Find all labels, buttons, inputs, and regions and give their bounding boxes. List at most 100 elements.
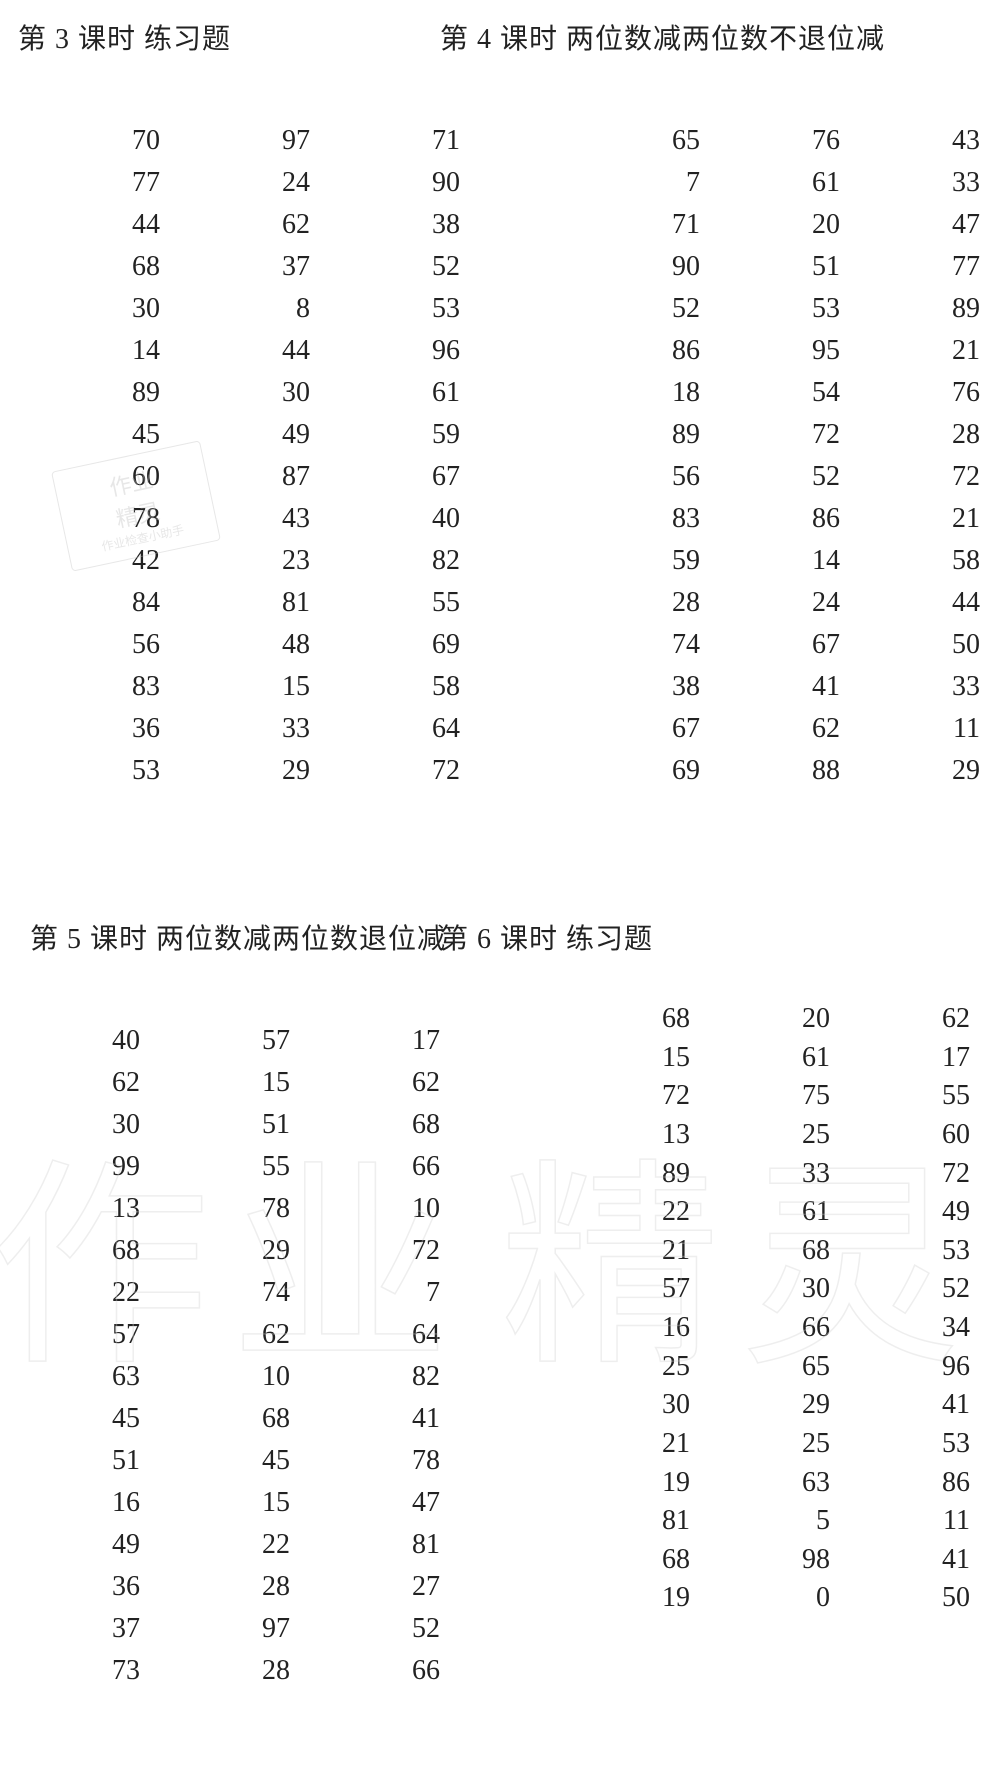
number-cell: 49: [880, 1193, 978, 1232]
number-cell: 68: [70, 246, 168, 288]
number-cell: 83: [610, 498, 708, 540]
number-cell: 82: [370, 540, 468, 582]
number-cell: 59: [610, 540, 708, 582]
number-cell: 68: [200, 1398, 298, 1440]
number-cell: 97: [200, 1608, 298, 1650]
number-cell: 20: [740, 1000, 838, 1039]
number-cell: 97: [220, 120, 318, 162]
number-cell: 72: [600, 1077, 698, 1116]
number-cell: 53: [750, 288, 848, 330]
number-cell: 21: [890, 330, 988, 372]
number-cell: 53: [880, 1425, 978, 1464]
number-cell: 29: [740, 1386, 838, 1425]
number-cell: 66: [350, 1650, 448, 1692]
number-cell: 78: [70, 498, 168, 540]
number-cell: 33: [890, 666, 988, 708]
number-cell: 21: [600, 1232, 698, 1271]
number-cell: 62: [50, 1062, 148, 1104]
number-cell: 19: [600, 1579, 698, 1618]
number-cell: 11: [890, 708, 988, 750]
number-cell: 44: [890, 582, 988, 624]
number-cell: 47: [350, 1482, 448, 1524]
number-cell: 77: [70, 162, 168, 204]
number-cell: 52: [880, 1270, 978, 1309]
number-cell: 24: [750, 582, 848, 624]
number-cell: 40: [370, 498, 468, 540]
number-cell: 41: [880, 1541, 978, 1580]
section-5-title: 第 5 课时 两位数减两位数退位减: [30, 920, 446, 959]
number-cell: 53: [880, 1232, 978, 1271]
section-6-title: 第 6 课时 练习题: [440, 920, 653, 959]
number-cell: 57: [600, 1270, 698, 1309]
number-cell: 17: [350, 1020, 448, 1062]
number-cell: 62: [220, 204, 318, 246]
number-cell: 56: [70, 624, 168, 666]
number-cell: 74: [610, 624, 708, 666]
number-cell: 43: [890, 120, 988, 162]
number-cell: 37: [50, 1608, 148, 1650]
number-cell: 71: [370, 120, 468, 162]
number-cell: 14: [750, 540, 848, 582]
number-cell: 62: [750, 708, 848, 750]
number-cell: 51: [50, 1440, 148, 1482]
number-cell: 34: [880, 1309, 978, 1348]
number-cell: 72: [350, 1230, 448, 1272]
number-cell: 67: [750, 624, 848, 666]
number-cell: 21: [600, 1425, 698, 1464]
number-cell: 15: [200, 1062, 298, 1104]
number-cell: 62: [880, 1000, 978, 1039]
number-cell: 53: [370, 288, 468, 330]
number-cell: 72: [370, 750, 468, 792]
number-cell: 25: [740, 1116, 838, 1155]
number-cell: 28: [200, 1566, 298, 1608]
number-cell: 72: [880, 1155, 978, 1194]
number-cell: 84: [70, 582, 168, 624]
number-cell: 73: [50, 1650, 148, 1692]
number-cell: 50: [880, 1579, 978, 1618]
section-3-title: 第 3 课时 练习题: [18, 20, 231, 59]
number-cell: 71: [610, 204, 708, 246]
number-cell: 33: [220, 708, 318, 750]
number-cell: 52: [750, 456, 848, 498]
number-cell: 30: [220, 372, 318, 414]
number-cell: 10: [350, 1188, 448, 1230]
number-cell: 90: [370, 162, 468, 204]
number-cell: 49: [220, 414, 318, 456]
number-cell: 19: [600, 1464, 698, 1503]
number-cell: 48: [220, 624, 318, 666]
number-cell: 74: [200, 1272, 298, 1314]
number-cell: 41: [880, 1386, 978, 1425]
number-cell: 90: [610, 246, 708, 288]
section-4-title: 第 4 课时 两位数减两位数不退位减: [440, 20, 885, 59]
number-cell: 55: [370, 582, 468, 624]
s3-col-3: 71903852539661596740825569586472: [370, 120, 468, 792]
s3-col-2: 9724623784430498743238148153329: [220, 120, 318, 792]
number-cell: 70: [70, 120, 168, 162]
number-cell: 68: [350, 1104, 448, 1146]
number-cell: 15: [220, 666, 318, 708]
number-cell: 63: [740, 1464, 838, 1503]
s6-col-2: 206175253361683066652925635980: [740, 1000, 838, 1618]
number-cell: 60: [880, 1116, 978, 1155]
number-cell: 37: [220, 246, 318, 288]
number-cell: 68: [50, 1230, 148, 1272]
number-cell: 78: [200, 1188, 298, 1230]
number-cell: 61: [740, 1193, 838, 1232]
number-cell: 58: [890, 540, 988, 582]
s6-col-3: 62175560724953523496415386114150: [880, 1000, 978, 1618]
section-5-title-wrap: 第 5 课时 两位数减两位数退位减: [30, 920, 446, 959]
number-cell: 51: [750, 246, 848, 288]
number-cell: 36: [50, 1566, 148, 1608]
number-cell: 67: [370, 456, 468, 498]
number-cell: 45: [200, 1440, 298, 1482]
number-cell: 68: [740, 1232, 838, 1271]
number-cell: 45: [50, 1398, 148, 1440]
number-cell: 98: [740, 1541, 838, 1580]
number-cell: 60: [70, 456, 168, 498]
s6-col-1: 68157213892221571625302119816819: [600, 1000, 698, 1618]
number-cell: 18: [610, 372, 708, 414]
number-cell: 22: [200, 1524, 298, 1566]
number-cell: 5: [740, 1502, 838, 1541]
number-cell: 57: [50, 1314, 148, 1356]
number-cell: 57: [200, 1020, 298, 1062]
